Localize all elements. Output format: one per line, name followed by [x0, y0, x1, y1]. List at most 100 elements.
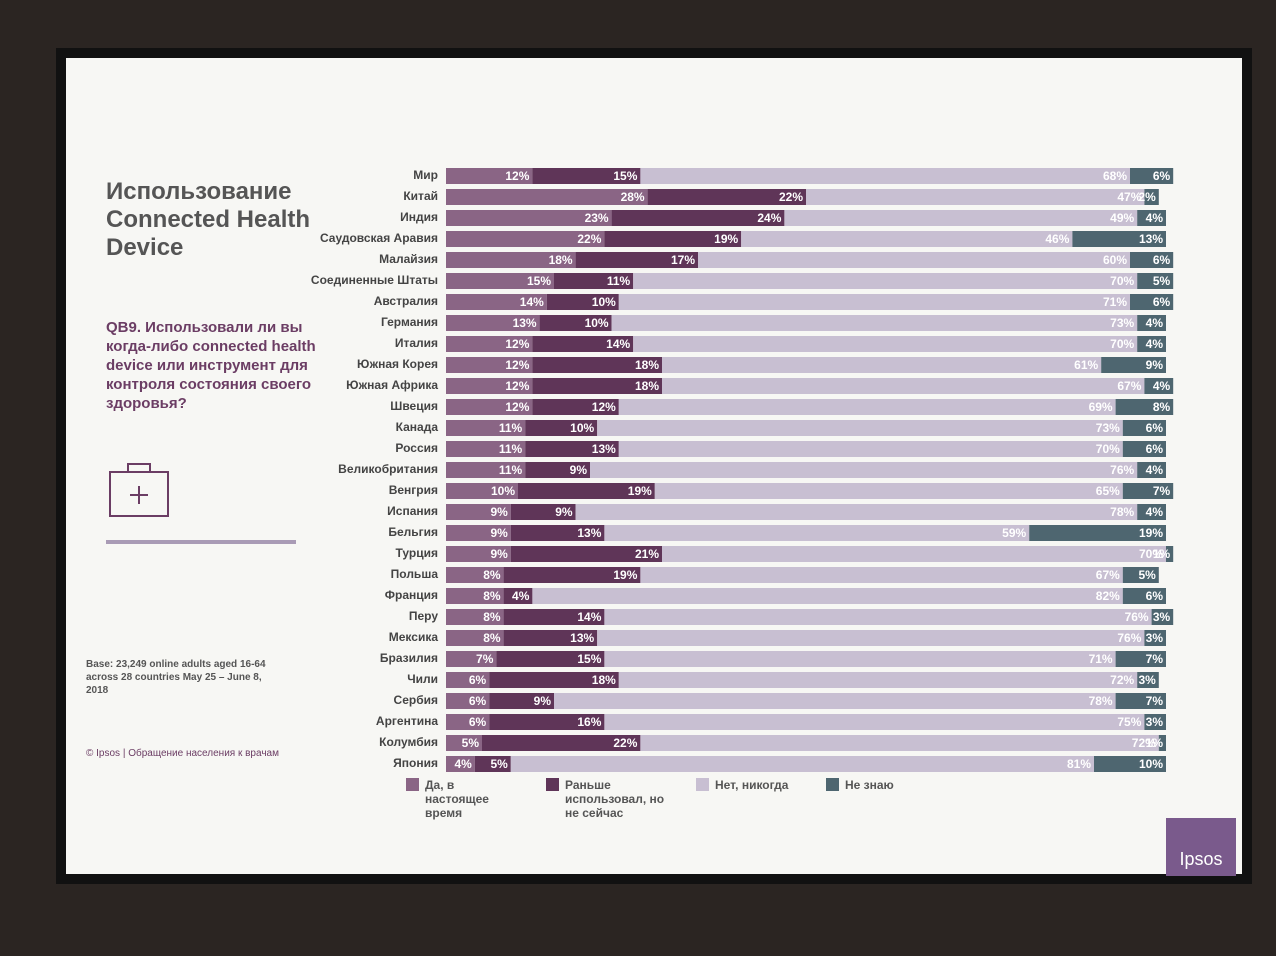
category-label: Китай	[403, 189, 438, 203]
data-label: 76%	[1110, 463, 1134, 477]
bar-segment	[611, 315, 1138, 331]
bar-segment	[446, 756, 475, 772]
data-label: 22%	[779, 190, 803, 204]
category-label: Канада	[396, 420, 439, 434]
data-label: 5%	[490, 757, 508, 771]
data-label: 5%	[1138, 568, 1156, 582]
category-label: Перу	[409, 609, 438, 623]
legend-item: Не знаю	[826, 778, 936, 792]
bar-segment	[575, 504, 1138, 520]
data-label: 82%	[1096, 589, 1120, 603]
data-label: 12%	[505, 358, 529, 372]
bar-segment	[1115, 399, 1174, 415]
bar-segment	[1144, 630, 1166, 646]
bar-segment	[446, 588, 504, 604]
bar-segment	[1137, 462, 1166, 478]
data-label: 9%	[570, 463, 588, 477]
bar-segment	[1130, 294, 1174, 310]
bar-segment	[1137, 336, 1166, 352]
data-label: 6%	[1153, 295, 1171, 309]
kit-icon	[109, 463, 169, 517]
base-note: Base: 23,249 online adults aged 16-64 ac…	[86, 659, 266, 696]
data-label: 21%	[635, 547, 659, 561]
data-label: 3%	[1138, 673, 1156, 687]
chart: Мир 12% 15% 68% 6% Китай 28% 22% 47%2% Индия 23% 24…	[311, 168, 1174, 772]
data-label: 15%	[527, 274, 551, 288]
legend-label: Нет, никогда	[715, 778, 789, 792]
data-label: 16%	[577, 715, 601, 729]
data-label: 12%	[505, 169, 529, 183]
legend-swatch	[696, 778, 709, 791]
data-label: 81%	[1067, 757, 1091, 771]
legend-swatch	[826, 778, 839, 791]
category-label: Швеция	[390, 399, 438, 413]
bar-segment	[446, 693, 490, 709]
legend-item: Раньше использовал, но не сейчас	[546, 778, 666, 820]
bar-segment	[633, 273, 1138, 289]
bar-segment	[446, 672, 490, 688]
bar-segment	[1029, 525, 1166, 541]
data-label: 9%	[534, 694, 552, 708]
bar-segment	[1137, 273, 1174, 289]
category-label: Мексика	[389, 630, 439, 644]
data-label: 6%	[1146, 442, 1164, 456]
data-label: 2%	[1138, 190, 1156, 204]
bar-segment	[1130, 252, 1174, 268]
bar-segment	[446, 714, 490, 730]
bar-segment	[1144, 378, 1174, 394]
category-label: Бразилия	[380, 651, 438, 665]
bar-segment	[446, 294, 547, 310]
bar-segment	[1115, 693, 1166, 709]
bar-segment	[532, 588, 1123, 604]
bar-segment	[446, 273, 554, 289]
bar-segment	[446, 525, 511, 541]
bar-segment	[1137, 210, 1166, 226]
data-label: 11%	[607, 274, 631, 288]
data-label: 12%	[505, 379, 529, 393]
category-label: Малайзия	[379, 252, 438, 266]
bar-segment	[446, 378, 533, 394]
bar-segment	[618, 399, 1116, 415]
data-label: 3%	[1153, 610, 1171, 624]
bar-segment	[618, 672, 1138, 688]
data-label: 6%	[1153, 169, 1171, 183]
category-label: Индия	[400, 210, 438, 224]
category-label: Франция	[385, 588, 438, 602]
data-label: 18%	[549, 253, 573, 267]
data-label: 7%	[1146, 652, 1164, 666]
bar-segment	[1130, 168, 1174, 184]
category-label: Чили	[407, 672, 438, 686]
data-label: 70%	[1139, 547, 1163, 561]
bar-segment	[554, 273, 634, 289]
bar-segment	[446, 651, 497, 667]
data-label: 67%	[1096, 568, 1120, 582]
data-label: 17%	[671, 253, 695, 267]
bar-segment	[640, 168, 1130, 184]
question: QB9. Использовали ли вы когда-либо conne…	[106, 319, 316, 412]
bar-segment	[446, 420, 526, 436]
bar-segment	[489, 714, 605, 730]
bar-segment	[647, 189, 806, 205]
legend-swatch	[406, 778, 419, 791]
bar-segment	[1122, 588, 1166, 604]
bar-segment	[1122, 567, 1159, 583]
bar-segment	[611, 210, 785, 226]
bar-segment	[604, 651, 1116, 667]
bar-segment	[532, 399, 619, 415]
data-label: 4%	[1153, 379, 1171, 393]
legend-label: Раньше использовал, но не сейчас	[565, 778, 665, 820]
data-label: 10%	[491, 484, 515, 498]
data-label: 65%	[1096, 484, 1120, 498]
divider	[106, 540, 296, 544]
bar-segment	[525, 441, 619, 457]
data-label: 13%	[513, 316, 537, 330]
bar-segment	[597, 420, 1123, 436]
bar-segment	[539, 315, 612, 331]
legend: Да, в настоящее время Раньше использовал,…	[406, 778, 966, 838]
bar-segment	[446, 210, 612, 226]
bar-segment	[510, 756, 1094, 772]
category-label: Италия	[395, 336, 438, 350]
bar-segment	[532, 378, 662, 394]
bar-segment	[1151, 609, 1174, 625]
data-label: 12%	[592, 400, 616, 414]
